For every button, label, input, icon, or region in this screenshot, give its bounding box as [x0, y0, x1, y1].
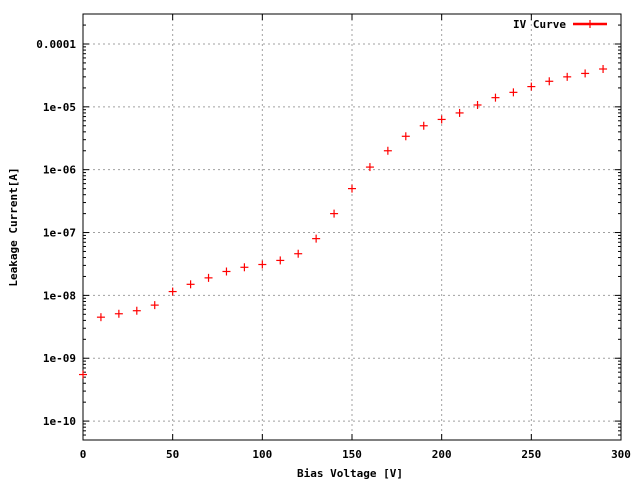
data-point	[276, 256, 285, 265]
y-tick-label: 1e-09	[43, 352, 76, 365]
y-axis-label: Leakage Current[A]	[7, 167, 20, 286]
data-point	[258, 260, 267, 269]
x-tick-labels: 0 50 100 150 200 250 300	[80, 448, 631, 461]
y-tick-labels: 1e-10 1e-09 1e-08 1e-07 1e-06 1e-05 0.0001	[36, 38, 76, 428]
x-tick-label: 150	[342, 448, 362, 461]
data-point	[563, 72, 572, 81]
data-point	[330, 209, 339, 218]
x-tick-label: 200	[432, 448, 452, 461]
data-point	[581, 69, 590, 78]
data-point	[599, 64, 608, 73]
x-tick-label: 100	[252, 448, 272, 461]
y-tick-label: 1e-10	[43, 415, 76, 428]
y-tick-label: 1e-06	[43, 164, 76, 177]
data-point	[168, 287, 177, 296]
y-tick-label: 1e-07	[43, 227, 76, 240]
data-point	[365, 163, 374, 172]
x-tick-label: 250	[521, 448, 541, 461]
x-tick-label: 300	[611, 448, 631, 461]
legend-marker	[586, 20, 594, 28]
data-point	[545, 77, 554, 86]
data-point	[455, 108, 464, 117]
data-point	[419, 121, 428, 130]
legend-label: IV Curve	[513, 18, 566, 31]
x-tick-label: 50	[166, 448, 179, 461]
data-point	[473, 100, 482, 109]
axis-ticks	[82, 14, 622, 440]
data-point	[312, 234, 321, 243]
data-point	[79, 370, 87, 379]
data-point	[186, 280, 195, 289]
data-point	[401, 132, 410, 141]
data-point	[527, 82, 536, 91]
data-point	[437, 115, 446, 124]
data-point	[240, 263, 249, 272]
x-axis-label: Bias Voltage [V]	[297, 467, 403, 480]
legend: IV Curve	[513, 18, 607, 31]
data-point	[222, 267, 231, 276]
data-point	[132, 306, 141, 315]
grid-lines	[82, 14, 622, 440]
plot-frame	[82, 13, 622, 441]
data-point	[204, 273, 213, 282]
data-point	[96, 313, 105, 322]
y-tick-label: 1e-05	[43, 101, 76, 114]
data-points	[79, 64, 608, 379]
data-point	[348, 184, 356, 193]
data-point	[491, 93, 500, 102]
data-point	[383, 146, 392, 155]
y-tick-label: 1e-08	[43, 289, 76, 302]
x-tick-label: 0	[80, 448, 87, 461]
data-point	[294, 249, 303, 258]
data-point	[509, 88, 518, 97]
data-point	[114, 309, 123, 318]
y-tick-label: 0.0001	[36, 38, 76, 51]
data-point	[150, 301, 159, 310]
